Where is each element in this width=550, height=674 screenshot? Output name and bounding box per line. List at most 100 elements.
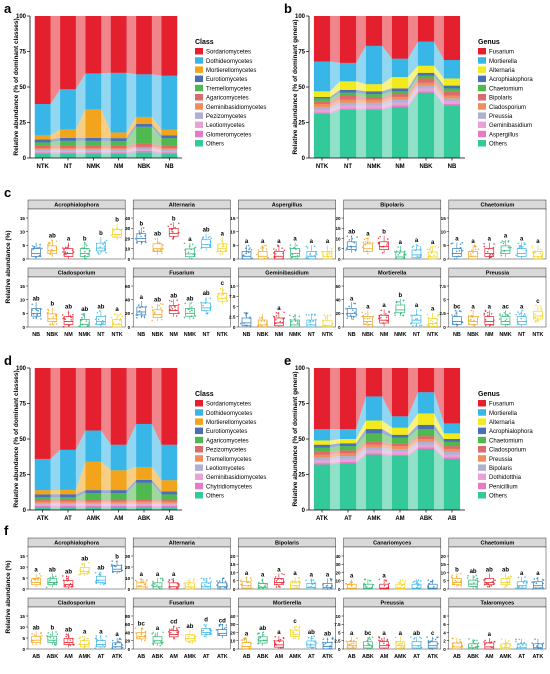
bar-segment-Eurotiomycetes: [85, 137, 102, 141]
data-point: [275, 249, 277, 251]
data-point: [490, 256, 492, 259]
data-point: [66, 641, 69, 644]
bar-segment-Chytridiomycetes: [136, 505, 152, 508]
data-point: [224, 580, 227, 583]
data-point: [140, 312, 143, 315]
data-point: [187, 583, 190, 586]
data-point: [88, 561, 90, 564]
y-tick-label: 20: [125, 565, 131, 570]
data-point: [451, 574, 453, 577]
data-point: [466, 577, 469, 579]
data-point: [396, 300, 398, 303]
data-point: [399, 642, 401, 644]
data-point: [400, 645, 402, 648]
box-NM: [63, 248, 74, 257]
significance-letter: a: [293, 571, 297, 577]
data-point: [72, 313, 74, 316]
data-point: [419, 324, 421, 327]
data-point: [506, 313, 508, 316]
bar-segment-Penicillium: [417, 447, 435, 449]
data-point: [209, 633, 211, 635]
legend-entry: Geminibasidiomycetes: [206, 475, 266, 481]
data-point: [154, 583, 156, 585]
data-point: [216, 295, 219, 298]
data-point: [293, 584, 296, 587]
data-point: [348, 583, 351, 585]
bar-segment-Aspergillus: [313, 112, 331, 114]
legend-entry: Penicillium: [489, 484, 518, 490]
y-tick-label: 75: [298, 50, 305, 56]
data-point: [102, 583, 105, 586]
facet-title: Mortierella: [378, 271, 407, 277]
x-tick-label: NBK: [257, 332, 269, 338]
x-tick-label: AMK: [394, 654, 406, 660]
legend-entry: Chytridiomycetes: [206, 484, 252, 490]
bar-segment-Mortierellomycetes: [60, 129, 76, 138]
data-point: [153, 250, 156, 252]
data-point: [47, 309, 50, 312]
data-point: [313, 245, 316, 248]
significance-letter: ac: [502, 304, 509, 310]
data-point: [531, 245, 534, 248]
data-point: [138, 310, 141, 312]
data-point: [488, 585, 491, 588]
data-point: [119, 637, 121, 640]
bar-segment-Others: [110, 507, 127, 510]
data-point: [427, 579, 430, 582]
data-point: [364, 243, 366, 246]
area-band-Dothidotthia: [313, 444, 461, 464]
data-point: [138, 230, 141, 232]
bar-segment-Tremellomycetes: [110, 140, 127, 146]
data-point: [143, 635, 146, 638]
data-point: [63, 254, 66, 256]
data-point: [469, 253, 472, 255]
data-point: [40, 318, 42, 320]
data-point: [52, 637, 55, 640]
bar-segment-Leotiomycetes: [110, 150, 127, 153]
data-point: [353, 241, 355, 244]
significance-letter: ab: [203, 291, 210, 297]
data-point: [30, 639, 33, 642]
bar-segment-Sordariomycetes: [85, 16, 102, 74]
bar-segment-Glomeromycetes: [136, 150, 152, 153]
facet-title: Mortierella: [273, 601, 302, 607]
data-point: [455, 575, 458, 578]
box-NMK: [395, 251, 406, 260]
bar-segment-Chytridiomycetes: [110, 505, 127, 508]
data-point: [314, 314, 316, 316]
data-point: [69, 639, 71, 641]
data-point: [191, 641, 194, 644]
data-point: [275, 644, 277, 646]
data-point: [221, 292, 224, 294]
area-band-Geminibasidiomycetes: [34, 504, 178, 506]
data-point: [156, 241, 159, 244]
data-point: [398, 252, 401, 254]
data-point: [40, 637, 43, 640]
data-point: [307, 636, 310, 639]
data-point: [40, 308, 42, 310]
data-point: [65, 575, 68, 578]
data-point: [250, 579, 253, 581]
y-tick-label: 40: [125, 216, 131, 221]
bar-segment-Mortierellomycetes: [34, 135, 51, 140]
significance-letter: a: [536, 239, 540, 245]
data-point: [455, 250, 458, 253]
data-point: [47, 581, 49, 584]
data-point: [277, 639, 279, 642]
data-point: [205, 585, 207, 587]
data-point: [162, 244, 164, 246]
data-point: [136, 316, 138, 319]
data-point: [468, 323, 470, 325]
data-point: [521, 309, 524, 312]
data-point: [515, 647, 518, 650]
legend-entry: Dothideomycetes: [206, 411, 252, 417]
data-point: [380, 309, 383, 312]
bar-segment-Cladosporium: [365, 99, 383, 103]
data-point: [470, 644, 473, 647]
data-point: [70, 316, 72, 319]
data-point: [508, 581, 511, 583]
data-point: [331, 250, 333, 253]
data-point: [414, 580, 416, 583]
data-point: [145, 305, 147, 308]
data-point: [159, 577, 162, 580]
